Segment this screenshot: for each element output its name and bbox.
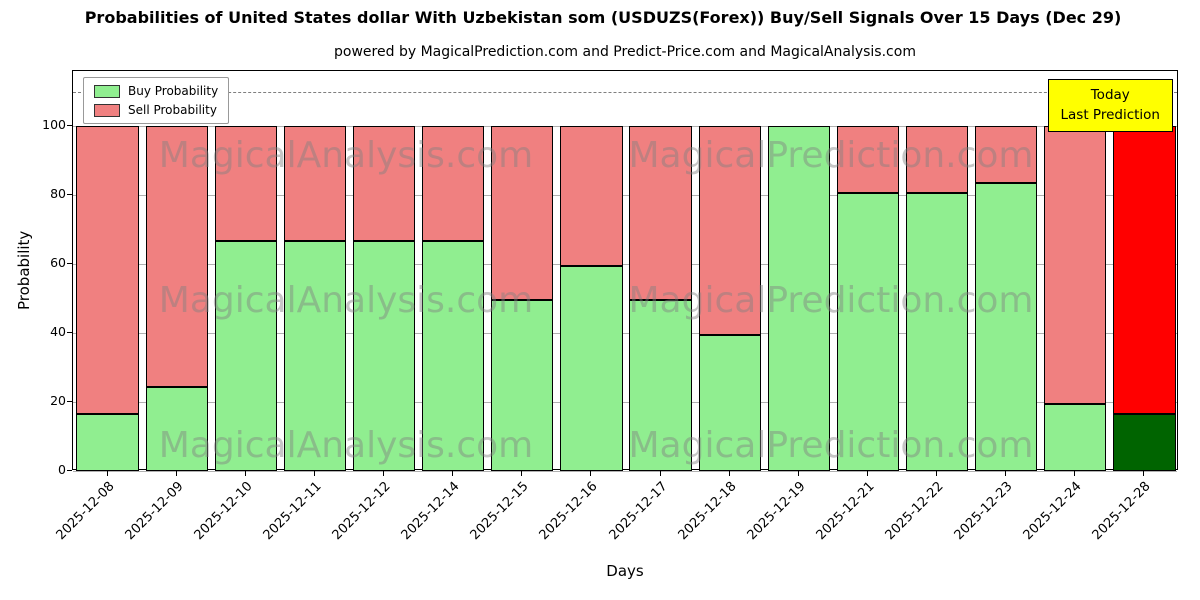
y-tick-60: 60 <box>50 255 66 271</box>
plot-area: Buy Probability Sell Probability Today L… <box>72 70 1178 472</box>
bar-sell-2025-12-17 <box>629 126 692 301</box>
legend-label-sell: Sell Probability <box>128 103 217 117</box>
watermark-text: MagicalAnalysis.com <box>158 425 534 466</box>
y-tick-20: 20 <box>50 393 66 409</box>
y-tick-mark <box>67 194 72 196</box>
legend: Buy Probability Sell Probability <box>83 77 230 124</box>
x-tick-mark <box>1074 471 1076 476</box>
x-tick-mark <box>521 471 523 476</box>
legend-item-buy: Buy Probability <box>94 84 218 98</box>
bar-buy-2025-12-15 <box>491 300 554 471</box>
x-tick-mark <box>866 471 868 476</box>
bar-buy-2025-12-24 <box>1044 403 1107 471</box>
bar-buy-2025-12-16 <box>560 265 623 471</box>
bar-buy-2025-12-22 <box>905 193 969 471</box>
x-tick-mark <box>728 471 730 476</box>
watermark-text: MagicalPrediction.com <box>628 135 1034 176</box>
x-tick-mark <box>313 471 315 476</box>
y-tick-mark <box>67 263 72 265</box>
today-annotation-line1: Today <box>1090 87 1130 103</box>
legend-swatch-sell <box>94 103 120 117</box>
x-tick-mark <box>383 471 385 476</box>
chart-subtitle: powered by MagicalPrediction.com and Pre… <box>334 44 916 60</box>
bar-buy-2025-12-11 <box>283 241 347 471</box>
y-tick-80: 80 <box>50 186 66 202</box>
bar-sell-2025-12-21 <box>836 126 900 194</box>
watermark-text: MagicalAnalysis.com <box>158 280 534 321</box>
x-tick-mark <box>1143 471 1145 476</box>
gridline-40 <box>73 333 1177 335</box>
gridline-0 <box>73 471 1177 472</box>
legend-label-buy: Buy Probability <box>128 84 219 98</box>
x-tick-mark <box>1005 471 1007 476</box>
bar-sell-2025-12-11 <box>283 126 347 242</box>
bar-buy-2025-12-17 <box>629 300 692 471</box>
bar-buy-2025-12-23 <box>975 183 1038 471</box>
bar-buy-2025-12-28 <box>1113 413 1176 471</box>
bar-buy-2025-12-18 <box>698 334 761 471</box>
gridline-20 <box>73 402 1177 404</box>
y-tick-0: 0 <box>58 462 66 477</box>
x-tick-mark <box>936 471 938 476</box>
legend-swatch-buy <box>94 84 120 98</box>
bar-sell-2025-12-15 <box>491 126 554 301</box>
watermark-text: MagicalPrediction.com <box>628 425 1034 466</box>
x-tick-mark <box>175 471 177 476</box>
y-tick-100: 100 <box>42 117 66 133</box>
x-tick-mark <box>244 471 246 476</box>
bar-sell-2025-12-14 <box>422 126 485 242</box>
bar-sell-2025-12-16 <box>560 126 623 266</box>
y-tick-40: 40 <box>50 324 66 340</box>
bar-buy-2025-12-19 <box>767 126 830 471</box>
y-tick-mark <box>67 470 72 471</box>
bar-sell-2025-12-28 <box>1113 126 1176 414</box>
y-tick-mark <box>67 332 72 334</box>
bar-sell-2025-12-24 <box>1044 126 1107 404</box>
bar-sell-2025-12-10 <box>214 126 277 242</box>
bar-buy-2025-12-08 <box>76 413 139 471</box>
x-tick-mark <box>452 471 454 476</box>
bar-sell-2025-12-22 <box>905 126 969 194</box>
bar-sell-2025-12-18 <box>698 126 761 335</box>
today-annotation: Today Last Prediction <box>1047 79 1173 132</box>
x-tick-mark <box>659 471 661 476</box>
chart-title: Probabilities of United States dollar Wi… <box>84 8 1122 27</box>
y-tick-mark <box>67 125 72 127</box>
bar-buy-2025-12-21 <box>836 193 900 471</box>
x-tick-mark <box>797 471 799 476</box>
legend-item-sell: Sell Probability <box>94 103 218 117</box>
x-axis-label: Days <box>606 562 644 580</box>
gridline-80 <box>73 195 1177 197</box>
bar-buy-2025-12-10 <box>214 241 277 471</box>
today-annotation-line2: Last Prediction <box>1060 107 1160 124</box>
bar-sell-2025-12-12 <box>352 126 416 242</box>
bar-buy-2025-12-14 <box>422 241 485 471</box>
bar-sell-2025-12-08 <box>76 126 139 414</box>
gridline-100 <box>73 126 1177 128</box>
gridline-60 <box>73 264 1177 266</box>
y-tick-mark <box>67 401 72 403</box>
threshold-dashed-line <box>73 91 1177 93</box>
bar-buy-2025-12-09 <box>145 386 208 471</box>
watermark-text: MagicalAnalysis.com <box>158 135 534 176</box>
watermark-text: MagicalPrediction.com <box>628 280 1034 321</box>
bar-buy-2025-12-12 <box>352 241 416 471</box>
x-tick-mark <box>590 471 592 476</box>
bar-sell-2025-12-23 <box>975 126 1038 184</box>
bar-sell-2025-12-09 <box>145 126 208 387</box>
x-tick-mark <box>106 471 108 476</box>
